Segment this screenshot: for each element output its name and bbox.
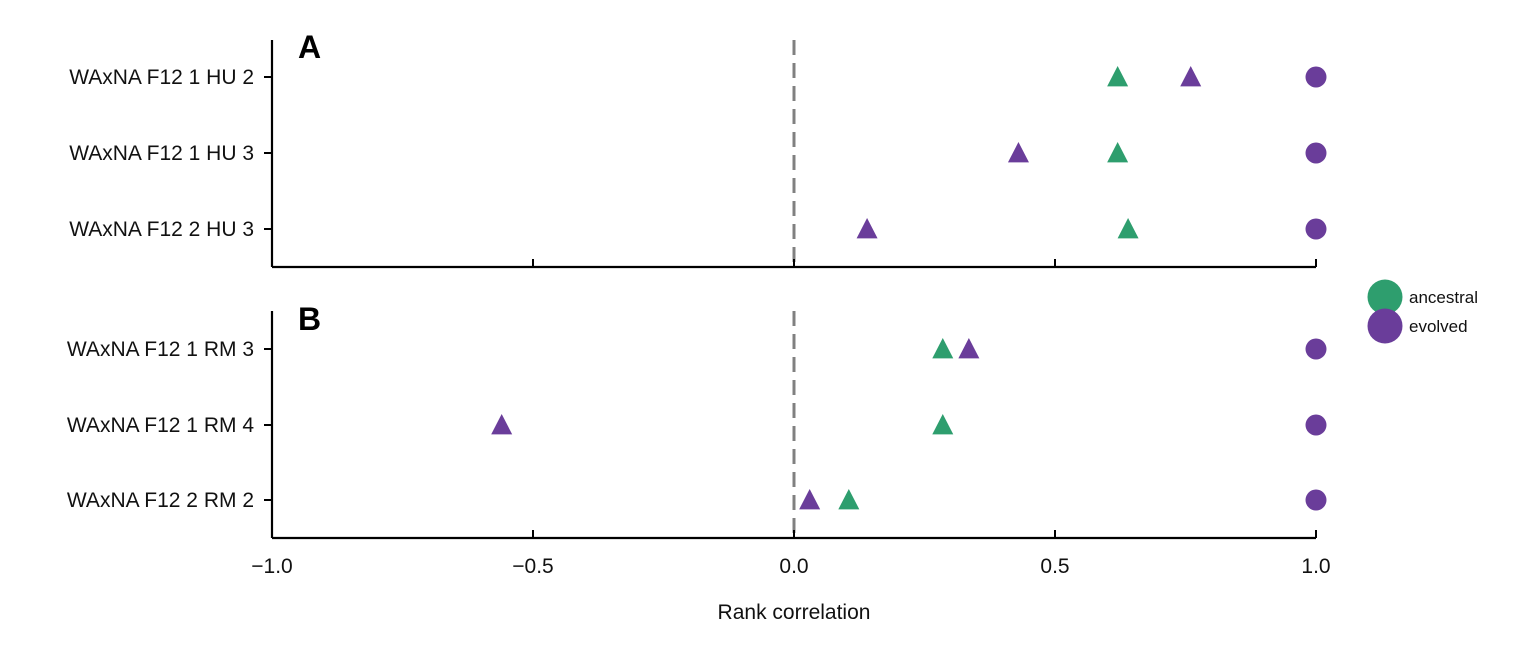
y-tick-label: WAxNA F12 1 HU 2 bbox=[69, 66, 254, 89]
panel-a: WAxNA F12 1 HU 2 WAxNA F12 1 HU 3 WAxNA F1… bbox=[69, 29, 1327, 269]
y-tick-label: WAxNA F12 2 HU 3 bbox=[69, 218, 254, 241]
data-point-ancestral-triangle bbox=[1117, 218, 1139, 239]
legend-marker-ancestral bbox=[1367, 279, 1403, 315]
data-point-evolved-circle bbox=[1305, 66, 1327, 88]
data-point-evolved-triangle bbox=[958, 338, 980, 359]
data-point-evolved-triangle bbox=[491, 414, 513, 435]
data-point-evolved-circle bbox=[1305, 338, 1327, 360]
data-point-ancestral-triangle bbox=[1107, 66, 1129, 87]
x-tick-label: 0.5 bbox=[1040, 555, 1069, 578]
legend-marker-evolved bbox=[1367, 308, 1403, 344]
x-axis-title: Rank correlation bbox=[718, 601, 871, 624]
data-point-ancestral-triangle bbox=[838, 489, 860, 510]
legend: ancestral evolved bbox=[1367, 279, 1478, 344]
data-point-evolved-circle bbox=[1305, 142, 1327, 164]
data-point-ancestral-triangle bbox=[1107, 142, 1129, 163]
y-tick-label: WAxNA F12 1 HU 3 bbox=[69, 142, 254, 165]
panel-b: −1.0 −0.5 0.0 0.5 1.0 WAxNA F12 1 RM 3 WAxNA F… bbox=[67, 301, 1331, 624]
panel-label: B bbox=[298, 301, 321, 337]
data-point-evolved-triangle bbox=[856, 218, 878, 239]
data-point-evolved-circle bbox=[1305, 218, 1327, 240]
data-point-ancestral-triangle bbox=[932, 338, 954, 359]
y-tick-label: WAxNA F12 1 RM 4 bbox=[67, 414, 254, 437]
data-point-evolved-triangle bbox=[1007, 142, 1029, 163]
y-tick-label: WAxNA F12 2 RM 2 bbox=[67, 489, 254, 512]
y-tick-label: WAxNA F12 1 RM 3 bbox=[67, 338, 254, 361]
x-tick-label: −0.5 bbox=[512, 555, 553, 578]
data-point-evolved-circle bbox=[1305, 489, 1327, 511]
data-point-evolved-triangle bbox=[799, 489, 821, 510]
data-point-evolved-circle bbox=[1305, 414, 1327, 436]
data-point-ancestral-triangle bbox=[932, 414, 954, 435]
x-tick-label: 0.0 bbox=[779, 555, 808, 578]
legend-label-ancestral: ancestral bbox=[1409, 288, 1478, 307]
data-point-evolved-triangle bbox=[1180, 66, 1202, 87]
x-tick-label: −1.0 bbox=[251, 555, 292, 578]
legend-label-evolved: evolved bbox=[1409, 317, 1468, 336]
panel-label: A bbox=[298, 29, 321, 65]
x-tick-label: 1.0 bbox=[1301, 555, 1330, 578]
